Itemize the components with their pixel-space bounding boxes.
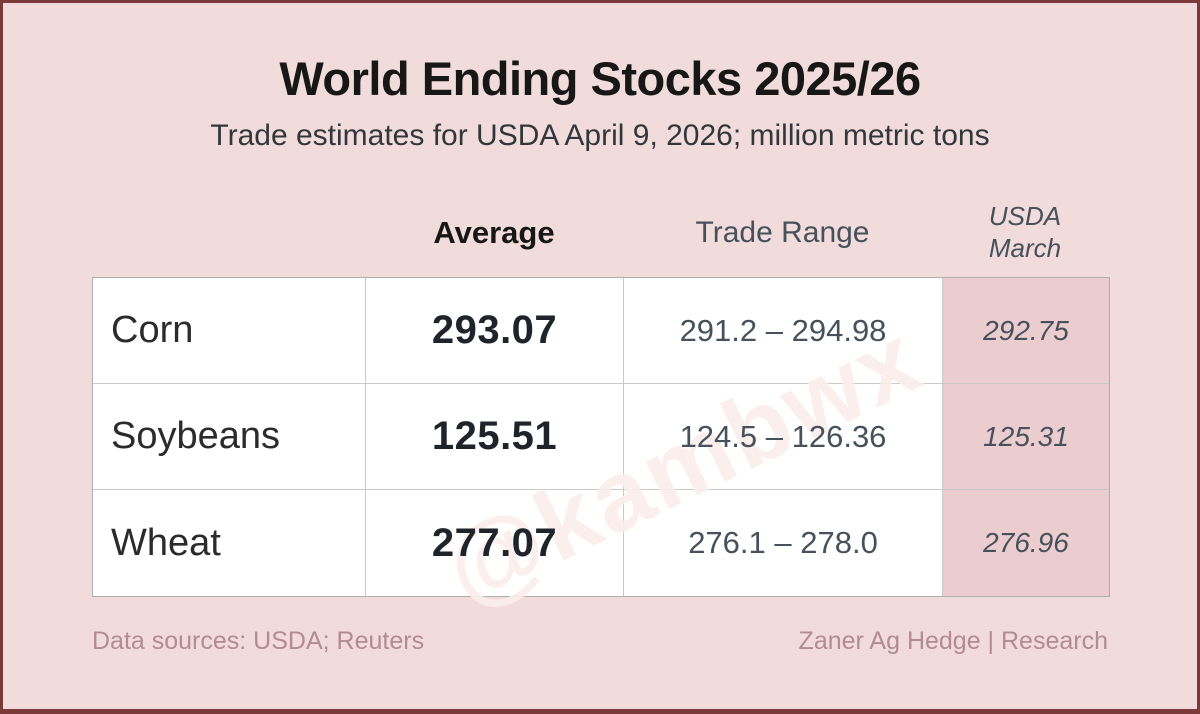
table-row-wheat-usda-march: 276.96 [943,490,1109,596]
trade-range-value: 276.1 – 278.0 [688,525,878,560]
page-subtitle: Trade estimates for USDA April 9, 2026; … [210,119,990,152]
table-row-wheat-average: 277.07 [366,490,624,596]
column-headers: Average Trade Range USDA March [92,197,1108,269]
usda-march-value: 292.75 [983,314,1069,346]
table-row-corn-label: Corn [93,278,366,384]
estimates-table: Corn 293.07 291.2 – 294.98 292.75 Soybea… [92,277,1110,597]
page-title: World Ending Stocks 2025/26 [279,52,921,105]
table-row-corn-trade-range: 291.2 – 294.98 [624,278,943,384]
average-value: 277.07 [431,520,558,565]
table-row-corn-average: 293.07 [366,278,624,384]
data-sources-text: Data sources: USDA; Reuters [92,627,425,655]
table-row-soybeans-label: Soybeans [93,384,366,490]
column-header-usda-line2: March [988,233,1062,263]
table-row-corn-usda-march: 292.75 [943,278,1109,384]
usda-march-value: 276.96 [983,527,1069,558]
credit-text: Zaner Ag Hedge | Research [798,627,1108,655]
table-row-soybeans-trade-range: 124.5 – 126.36 [624,384,943,490]
table-row-wheat-label: Wheat [93,490,366,596]
column-header-average: Average [433,215,555,250]
usda-march-value: 125.31 [983,420,1069,452]
average-value: 125.51 [431,414,558,458]
column-header-usda-line1: USDA [988,201,1062,232]
column-header-usda-march: USDA March [942,201,1108,264]
commodity-name: Soybeans [111,415,281,457]
table-row-wheat-trade-range: 276.1 – 278.0 [624,490,943,596]
trade-range-value: 291.2 – 294.98 [679,312,887,348]
footer: Data sources: USDA; Reuters Zaner Ag Hed… [92,627,1108,656]
table-row-soybeans-usda-march: 125.31 [943,384,1109,490]
commodity-name: Corn [111,309,194,351]
trade-range-value: 124.5 – 126.36 [679,418,887,454]
table-row-soybeans-average: 125.51 [366,384,624,490]
average-value: 293.07 [431,308,558,352]
commodity-name: Wheat [111,521,221,564]
column-header-trade-range: Trade Range [695,216,870,249]
